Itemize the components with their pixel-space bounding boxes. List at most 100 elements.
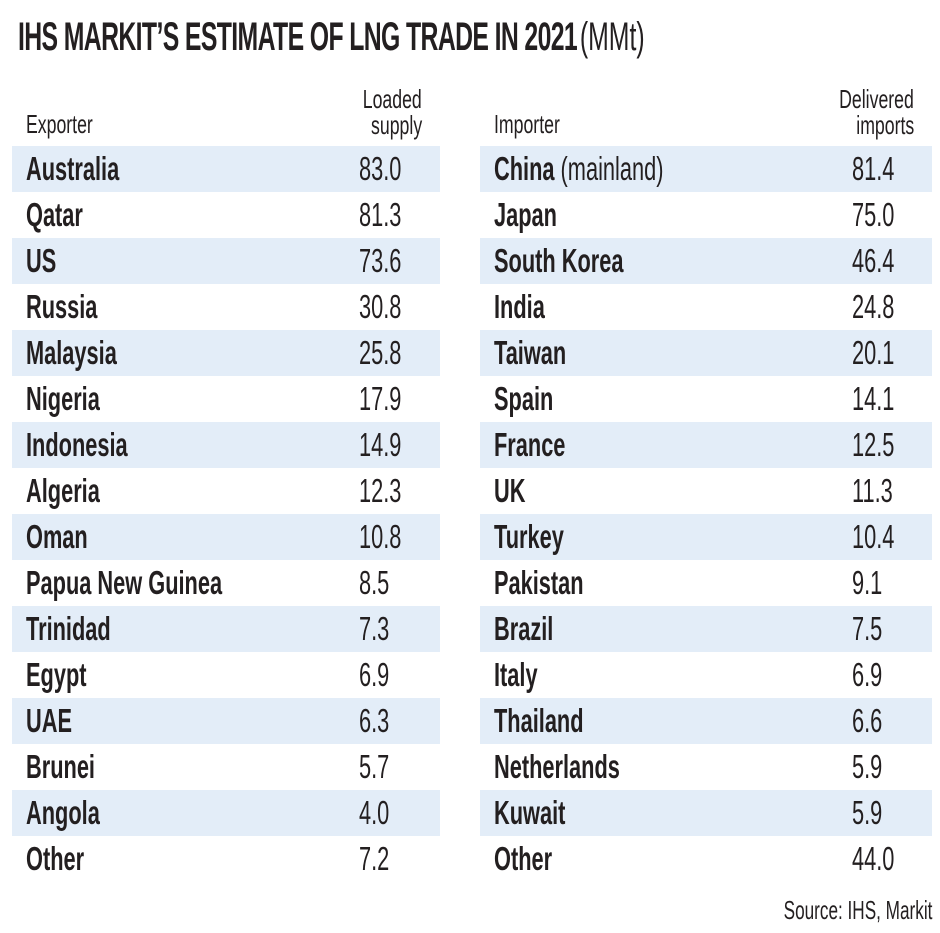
table-row: Turkey 10.4 [480, 514, 932, 560]
value-cell: 46.4 [852, 242, 895, 279]
value-cell: 7.5 [852, 610, 883, 647]
country-name: Brazil [494, 610, 554, 647]
table-row: Egypt 6.9 [12, 652, 440, 698]
importer-table: Importer Delivered imports China (mainla… [480, 70, 932, 882]
country-qualifier: (mainland) [560, 150, 664, 187]
country-name: Papua New Guinea [26, 564, 223, 601]
table-row: France 12.5 [480, 422, 932, 468]
value-cell: 8.5 [359, 564, 390, 601]
country-name: UK [494, 472, 526, 509]
value-cell: 24.8 [852, 288, 895, 325]
country-name: Japan [494, 196, 557, 233]
column-header-exporter: Exporter [26, 109, 93, 139]
country-name: Malaysia [26, 334, 117, 371]
table-row: Taiwan 20.1 [480, 330, 932, 376]
value-cell: 17.9 [359, 380, 402, 417]
exporter-table: Exporter Loaded supply Australia 83.0 Qata… [12, 70, 440, 882]
country-name: Other [26, 840, 85, 877]
value-cell: 14.9 [359, 426, 402, 463]
value-cell: 6.3 [359, 702, 390, 739]
value-cell: 10.8 [359, 518, 402, 555]
exporter-table-header: Exporter Loaded supply [12, 70, 440, 146]
value-cell: 44.0 [852, 840, 895, 877]
country-name: Indonesia [26, 426, 128, 463]
value-cell: 6.9 [359, 656, 390, 693]
table-row: Trinidad 7.3 [12, 606, 440, 652]
country-name: Trinidad [26, 610, 111, 647]
table-row: Nigeria 17.9 [12, 376, 440, 422]
country-name: Pakistan [494, 564, 584, 601]
value-cell: 5.9 [852, 794, 883, 831]
table-row: Brunei 5.7 [12, 744, 440, 790]
country-name: Italy [494, 656, 538, 693]
table-row: Indonesia 14.9 [12, 422, 440, 468]
country-name: Other [494, 840, 553, 877]
table-row: China (mainland) 81.4 [480, 146, 932, 192]
value-cell: 7.2 [359, 840, 390, 877]
country-name: France [494, 426, 566, 463]
value-cell: 20.1 [852, 334, 895, 371]
value-cell: 81.4 [852, 150, 895, 187]
value-cell: 25.8 [359, 334, 402, 371]
country-name: Egypt [26, 656, 87, 693]
title-main: IHS MARKIT’S ESTIMATE OF LNG TRADE IN 20… [18, 15, 578, 59]
value-cell: 75.0 [852, 196, 895, 233]
value-cell: 30.8 [359, 288, 402, 325]
column-header-delivered-imports: Delivered imports [839, 84, 914, 140]
country-name: UAE [26, 702, 72, 739]
importer-table-header: Importer Delivered imports [480, 70, 932, 146]
country-name: China (mainland) [494, 150, 664, 187]
country-name: Oman [26, 518, 88, 555]
table-row: Thailand 6.6 [480, 698, 932, 744]
value-cell: 12.3 [359, 472, 402, 509]
country-name: South Korea [494, 242, 624, 279]
chart-title: IHS MARKIT’S ESTIMATE OF LNG TRADE IN 20… [18, 14, 940, 60]
source-note: Source: IHS, Markit [783, 895, 932, 925]
country-name: Netherlands [494, 748, 620, 785]
table-row: US 73.6 [12, 238, 440, 284]
country-name: Taiwan [494, 334, 567, 371]
column-header-importer: Importer [494, 109, 560, 139]
table-row: Malaysia 25.8 [12, 330, 440, 376]
table-row: Qatar 81.3 [12, 192, 440, 238]
table-row: Pakistan 9.1 [480, 560, 932, 606]
value-cell: 9.1 [852, 564, 883, 601]
value-cell: 5.7 [359, 748, 390, 785]
value-cell: 6.9 [852, 656, 883, 693]
value-cell: 12.5 [852, 426, 895, 463]
table-row: Brazil 7.5 [480, 606, 932, 652]
country-name: Algeria [26, 472, 100, 509]
country-name: Australia [26, 150, 120, 187]
country-name: Qatar [26, 196, 83, 233]
table-row: Russia 30.8 [12, 284, 440, 330]
country-name: Thailand [494, 702, 584, 739]
value-cell: 73.6 [359, 242, 402, 279]
table-row: Netherlands 5.9 [480, 744, 932, 790]
table-row: Italy 6.9 [480, 652, 932, 698]
value-cell: 7.3 [359, 610, 390, 647]
table-row: Japan 75.0 [480, 192, 932, 238]
table-row: Australia 83.0 [12, 146, 440, 192]
country-name: Brunei [26, 748, 95, 785]
table-row: UAE 6.3 [12, 698, 440, 744]
country-name: Kuwait [494, 794, 566, 831]
country-name: Angola [26, 794, 100, 831]
value-cell: 81.3 [359, 196, 402, 233]
table-row: Spain 14.1 [480, 376, 932, 422]
table-row: Other 7.2 [12, 836, 440, 882]
value-cell: 4.0 [359, 794, 390, 831]
value-cell: 14.1 [852, 380, 895, 417]
value-cell: 5.9 [852, 748, 883, 785]
table-row: UK 11.3 [480, 468, 932, 514]
table-row: South Korea 46.4 [480, 238, 932, 284]
table-row: Algeria 12.3 [12, 468, 440, 514]
country-name: Russia [26, 288, 98, 325]
table-row: Papua New Guinea 8.5 [12, 560, 440, 606]
country-name: India [494, 288, 545, 325]
title-unit: (MMt) [579, 15, 645, 59]
country-name: Spain [494, 380, 554, 417]
table-row: Kuwait 5.9 [480, 790, 932, 836]
table-row: Angola 4.0 [12, 790, 440, 836]
country-name: US [26, 242, 57, 279]
value-cell: 83.0 [359, 150, 402, 187]
